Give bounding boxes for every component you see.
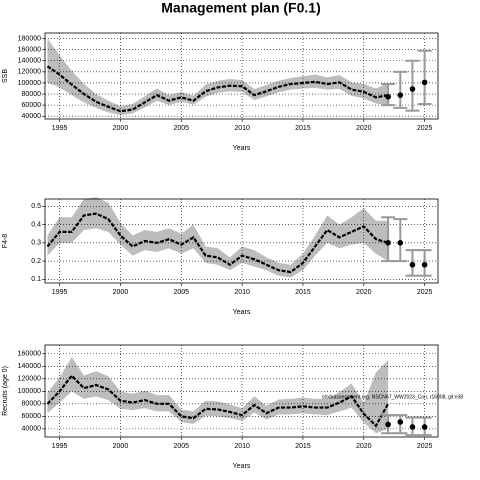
x-tick-label: 2005	[173, 125, 189, 132]
x-axis-label: Years	[233, 145, 251, 152]
y-tick-label: 0.2	[31, 258, 41, 265]
x-tick-label: 1995	[52, 125, 68, 132]
y-tick-label: 40000	[22, 426, 42, 433]
y-tick-label: 60000	[22, 413, 42, 420]
x-tick-label: 2000	[113, 125, 129, 132]
y-tick-label: 60000	[22, 102, 42, 109]
y-axis-label: F4-8	[2, 234, 9, 249]
panel: 1995 2000 2005 2010 2015 2020 2025 40000 60000 80…	[2, 344, 463, 470]
x-tick-label: 2020	[356, 289, 372, 296]
y-tick-label: 120000	[18, 69, 41, 76]
x-tick-label: 2010	[234, 125, 250, 132]
x-tick-label: 1995	[52, 289, 68, 296]
y-axis-label: Recruits (age 0)	[2, 366, 9, 416]
projection-point	[421, 79, 428, 86]
y-tick-label: 100000	[18, 80, 41, 87]
confidence-band	[47, 197, 389, 278]
projection-point	[385, 94, 391, 100]
x-tick-label: 2015	[295, 289, 311, 296]
y-tick-label: 160000	[18, 351, 41, 358]
x-axis-label: Years	[233, 309, 251, 316]
y-tick-label: 80000	[22, 91, 42, 98]
projection-point	[397, 240, 404, 246]
x-tick-label: 2015	[295, 125, 311, 132]
x-tick-label: 2025	[417, 289, 433, 296]
x-tick-label: 2015	[295, 443, 311, 450]
plot-frame	[44, 32, 439, 120]
y-axis-label: SSB	[2, 69, 9, 83]
estimate-line	[46, 373, 390, 428]
x-tick-label: 2005	[173, 443, 189, 450]
y-tick-label: 100000	[18, 388, 41, 395]
x-tick-label: 2000	[113, 443, 129, 450]
projection-point	[397, 419, 404, 425]
projection-point	[397, 92, 404, 98]
y-tick-label: 0.1	[31, 276, 41, 283]
y-tick-label: 160000	[18, 46, 41, 53]
y-tick-label: 0.4	[31, 221, 41, 228]
projection-point	[421, 261, 428, 268]
projection-point	[385, 421, 391, 428]
y-tick-label: 0.5	[31, 203, 41, 210]
x-tick-label: 2020	[356, 125, 372, 132]
projection-point	[421, 424, 428, 430]
x-tick-label: 2005	[173, 289, 189, 296]
panel: 1995 2000 2005 2010 2015 2020 2025 0.1 0.2 0.3 0.4…	[2, 197, 439, 316]
y-tick-label: 180000	[18, 35, 41, 42]
projection-point	[409, 86, 416, 92]
x-tick-label: 1995	[52, 443, 68, 450]
y-tick-label: 140000	[18, 58, 41, 65]
plot-frame	[44, 344, 439, 438]
y-tick-label: 120000	[18, 376, 41, 383]
confidence-band	[47, 38, 389, 116]
y-tick-label: 140000	[18, 363, 41, 370]
projection-point	[385, 240, 391, 246]
annotation: stockassessment.org, NSCN67_WW2023_Corr,…	[322, 394, 463, 400]
y-tick-label: 40000	[22, 113, 42, 120]
x-tick-label: 2010	[234, 443, 250, 450]
x-tick-label: 2000	[113, 289, 129, 296]
y-tick-label: 0.3	[31, 240, 41, 247]
x-tick-label: 2020	[356, 443, 372, 450]
chart-title: Management plan (F0.1)	[161, 0, 320, 16]
plot-frame	[44, 198, 439, 284]
estimate-line	[46, 212, 389, 274]
y-tick-label: 80000	[22, 401, 42, 408]
x-tick-label: 2025	[417, 443, 433, 450]
x-axis-label: Years	[233, 463, 251, 470]
panel: 1995 2000 2005 2010 2015 2020 2025 40000 60000 80…	[2, 32, 439, 152]
projection-point	[409, 424, 416, 430]
projection-point	[409, 261, 416, 268]
x-tick-label: 2010	[234, 289, 250, 296]
x-tick-label: 2025	[417, 125, 433, 132]
estimate-line	[46, 65, 389, 113]
